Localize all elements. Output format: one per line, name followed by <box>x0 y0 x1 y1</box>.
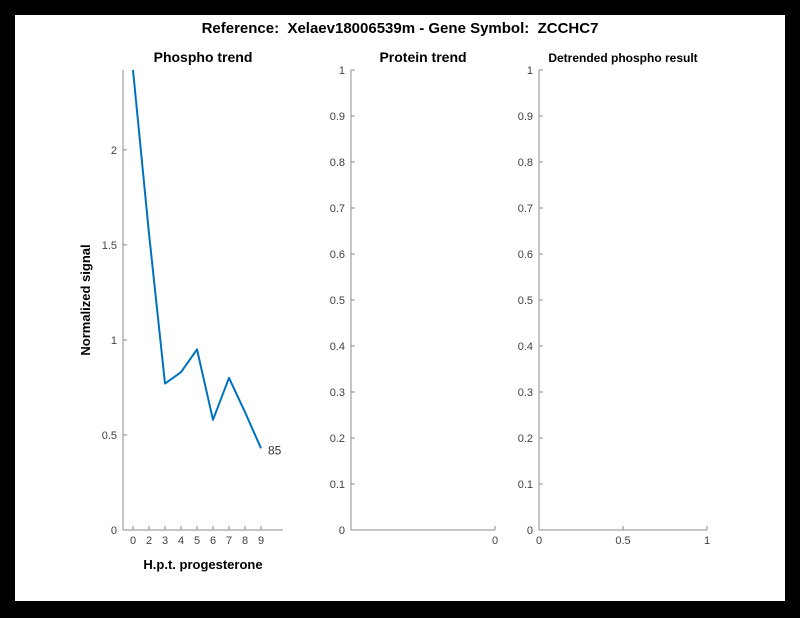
y-tick-label: 0.1 <box>330 479 345 491</box>
x-tick-label: 2 <box>146 535 152 547</box>
subplot-protein-title: Protein trend <box>379 49 467 65</box>
y-tick-label: 0.3 <box>330 387 345 399</box>
x-tick-label: 5 <box>194 535 200 547</box>
series-end-annotation: 85 <box>268 443 282 457</box>
y-tick-label: 0.4 <box>330 341 345 353</box>
y-tick-label: 1 <box>527 65 533 77</box>
y-tick-label: 0.7 <box>330 203 345 215</box>
x-tick-label: 0 <box>130 535 136 547</box>
plots-svg: 00.511.520 2 3 4 5 6 7 8 98500.10.20.30.40.50.60… <box>102 65 710 547</box>
y-tick-label: 0 <box>111 525 117 537</box>
trend-line <box>132 69 262 449</box>
subplot-phospho-title: Phospho trend <box>153 49 253 65</box>
x-tick-label: 0 <box>492 535 498 547</box>
x-tick-label: 7 <box>226 535 232 547</box>
subplot-detrended-title: Detrended phospho result <box>548 51 698 65</box>
figure-title: Reference: Xelaev18006539m - Gene Symbol… <box>201 20 599 37</box>
y-tick-label: 0.3 <box>518 387 533 399</box>
y-tick-label: 2 <box>111 145 117 157</box>
y-tick-label: 0.5 <box>330 295 345 307</box>
x-tick-label: 3 <box>162 535 168 547</box>
y-tick-label: 0.5 <box>518 295 533 307</box>
y-tick-label: 0.4 <box>518 341 533 353</box>
y-tick-label: 0.2 <box>518 433 533 445</box>
y-tick-label: 0.8 <box>518 157 533 169</box>
y-tick-label: 0.8 <box>330 157 345 169</box>
y-tick-label: 1.5 <box>102 240 117 252</box>
x-tick-label: 9 <box>258 535 264 547</box>
figure-canvas: Reference: Xelaev18006539m - Gene Symbol… <box>15 15 785 601</box>
x-tick-label: 6 <box>210 535 216 547</box>
x-tick-label: 8 <box>242 535 248 547</box>
y-tick-label: 0 <box>527 525 533 537</box>
y-tick-label: 0.1 <box>518 479 533 491</box>
y-tick-label: 0.9 <box>518 111 533 123</box>
y-tick-label: 0.6 <box>330 249 345 261</box>
x-tick-label: 0.5 <box>615 535 630 547</box>
y-tick-label: 1 <box>111 335 117 347</box>
x-tick-label: 0 <box>536 535 542 547</box>
y-tick-label: 0.9 <box>330 111 345 123</box>
x-tick-label: 1 <box>704 535 710 547</box>
y-tick-label: 0.7 <box>518 203 533 215</box>
y-tick-label: 0 <box>339 525 345 537</box>
x-tick-label: 4 <box>178 535 184 547</box>
y-tick-label: 0.2 <box>330 433 345 445</box>
phospho-x-axis-label: H.p.t. progesterone <box>143 557 263 572</box>
y-tick-label: 1 <box>339 65 345 77</box>
y-tick-label: 0.5 <box>102 430 117 442</box>
y-tick-label: 0.6 <box>518 249 533 261</box>
